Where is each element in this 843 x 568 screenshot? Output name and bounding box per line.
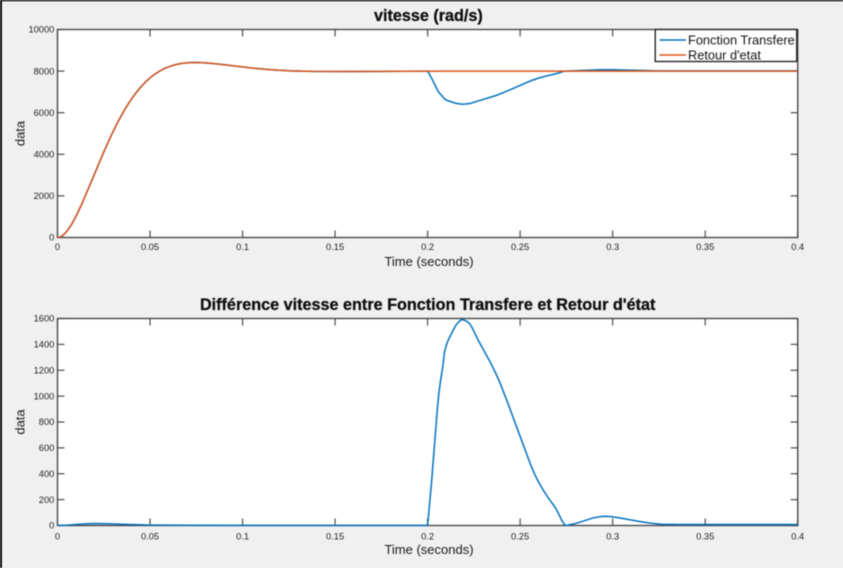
- svg-text:0.3: 0.3: [606, 242, 619, 252]
- svg-text:0: 0: [49, 521, 54, 531]
- svg-text:0.2: 0.2: [421, 532, 434, 542]
- svg-text:0.4: 0.4: [791, 242, 804, 252]
- svg-text:vitesse (rad/s): vitesse (rad/s): [374, 7, 483, 25]
- svg-text:0.4: 0.4: [791, 532, 804, 542]
- svg-text:600: 600: [39, 443, 55, 453]
- svg-text:0.15: 0.15: [326, 242, 344, 252]
- svg-text:0.05: 0.05: [141, 242, 159, 252]
- svg-text:2000: 2000: [34, 191, 55, 201]
- svg-text:0: 0: [55, 242, 60, 252]
- svg-text:0: 0: [55, 532, 60, 542]
- svg-text:1400: 1400: [34, 340, 55, 350]
- svg-text:data: data: [13, 409, 28, 435]
- svg-text:Time (seconds): Time (seconds): [384, 542, 473, 557]
- svg-text:0.1: 0.1: [236, 532, 249, 542]
- svg-text:0.35: 0.35: [696, 242, 714, 252]
- svg-text:0: 0: [49, 233, 54, 243]
- svg-text:0.05: 0.05: [141, 532, 159, 542]
- svg-text:200: 200: [39, 495, 55, 505]
- svg-text:0.35: 0.35: [696, 532, 714, 542]
- svg-text:0.25: 0.25: [511, 242, 529, 252]
- svg-text:1200: 1200: [34, 365, 55, 375]
- svg-text:0.1: 0.1: [236, 242, 249, 252]
- svg-text:Différence vitesse entre Fonct: Différence vitesse entre Fonction Transf…: [200, 296, 656, 314]
- svg-text:1000: 1000: [34, 391, 55, 401]
- svg-text:800: 800: [39, 417, 55, 427]
- svg-text:10000: 10000: [28, 25, 54, 35]
- svg-text:400: 400: [39, 469, 55, 479]
- svg-text:6000: 6000: [34, 108, 55, 118]
- svg-text:4000: 4000: [34, 150, 55, 160]
- svg-text:Time (seconds): Time (seconds): [384, 254, 473, 269]
- svg-text:data: data: [13, 120, 28, 146]
- svg-text:0.15: 0.15: [326, 532, 344, 542]
- svg-text:0.25: 0.25: [511, 532, 529, 542]
- svg-text:1600: 1600: [34, 314, 55, 324]
- svg-text:Fonction Transfere: Fonction Transfere: [688, 33, 795, 48]
- svg-text:0.2: 0.2: [421, 242, 434, 252]
- svg-text:Retour d'etat: Retour d'etat: [688, 48, 761, 63]
- svg-text:8000: 8000: [34, 66, 55, 76]
- svg-text:0.3: 0.3: [606, 532, 619, 542]
